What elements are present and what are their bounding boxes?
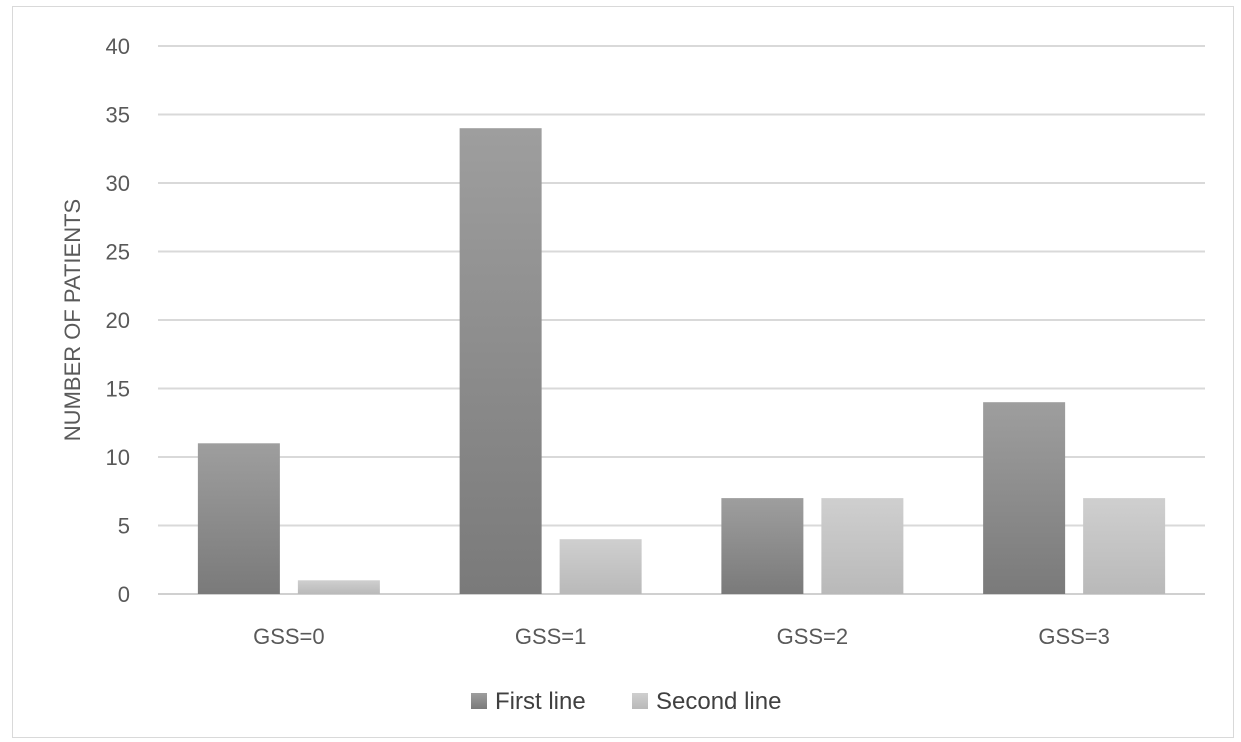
bar-second-line (821, 498, 904, 594)
y-axis-label: NUMBER OF PATIENTS (60, 199, 85, 441)
bar-second-line (559, 539, 642, 594)
bar-first-line (197, 443, 280, 594)
bar-first-line (983, 402, 1066, 594)
x-tick-label: GSS=1 (515, 624, 587, 649)
y-tick-label: 40 (106, 34, 130, 59)
x-tick-label: GSS=0 (253, 624, 325, 649)
bar-second-line (1083, 498, 1166, 594)
x-axis-ticks: GSS=0 GSS=1 GSS=2 GSS=3 (253, 624, 1110, 649)
legend-swatch-first-line (471, 693, 487, 709)
bar-first-line (721, 498, 804, 594)
y-tick-label: 25 (106, 240, 130, 265)
legend-swatch-second-line (632, 693, 648, 709)
y-tick-label: 20 (106, 308, 130, 333)
y-tick-label: 5 (118, 514, 130, 539)
legend: First line Second line (471, 688, 781, 715)
chart-frame (12, 6, 1234, 738)
y-tick-label: 10 (106, 445, 130, 470)
bar-second-line (297, 580, 380, 594)
y-axis-ticks: 0 5 10 15 20 25 30 35 40 (106, 34, 130, 607)
y-tick-label: 0 (118, 582, 130, 607)
y-tick-label: 30 (106, 171, 130, 196)
y-tick-label: 15 (106, 377, 130, 402)
x-tick-label: GSS=2 (777, 624, 849, 649)
legend-label-first-line: First line (495, 688, 586, 715)
y-tick-label: 35 (106, 103, 130, 128)
legend-label-second-line: Second line (656, 688, 781, 715)
bar-first-line (459, 128, 542, 594)
x-tick-label: GSS=3 (1038, 624, 1110, 649)
bars (197, 128, 1166, 594)
